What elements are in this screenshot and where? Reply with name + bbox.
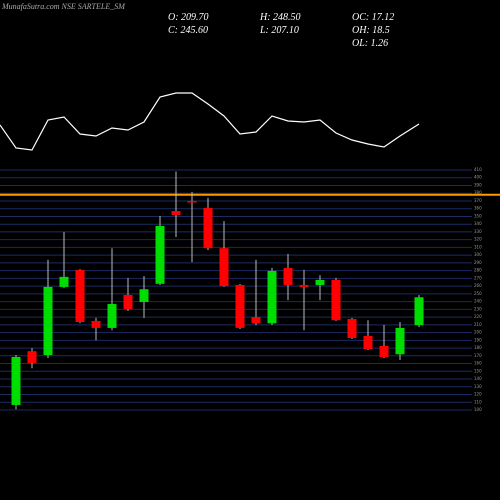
y-tick-label: 280 xyxy=(474,268,482,273)
candle-body xyxy=(123,294,133,309)
y-tick-label: 390 xyxy=(474,182,482,187)
y-tick-label: 330 xyxy=(474,229,482,234)
y-tick-label: 410 xyxy=(474,167,482,172)
candle-body xyxy=(235,284,245,328)
y-tick-label: 260 xyxy=(474,283,482,288)
candle-body xyxy=(363,335,373,349)
candle-body xyxy=(315,279,325,285)
candle-body xyxy=(171,211,181,215)
y-tick-label: 350 xyxy=(474,213,482,218)
y-tick-label: 400 xyxy=(474,175,482,180)
y-tick-label: 270 xyxy=(474,275,482,280)
y-tick-label: 180 xyxy=(474,345,482,350)
info-label: OL: 1.26 xyxy=(352,38,388,49)
info-label: H: 248.50 xyxy=(259,12,301,23)
y-tick-label: 340 xyxy=(474,221,482,226)
candle-body xyxy=(379,345,389,357)
info-label: OH: 18.5 xyxy=(352,25,390,36)
y-tick-label: 290 xyxy=(474,260,482,265)
candle-body xyxy=(155,225,165,284)
candle-body xyxy=(203,207,213,249)
candle-body xyxy=(299,284,309,287)
y-tick-label: 100 xyxy=(474,407,482,412)
info-label: L: 207.10 xyxy=(259,25,299,36)
candle-body xyxy=(395,327,405,355)
candle-body xyxy=(187,200,197,203)
y-tick-label: 220 xyxy=(474,314,482,319)
y-tick-label: 320 xyxy=(474,237,482,242)
candle-body xyxy=(11,356,21,405)
y-tick-label: 360 xyxy=(474,206,482,211)
candle-body xyxy=(107,303,117,328)
candle-body xyxy=(91,320,101,328)
candle-body xyxy=(283,267,293,285)
candle-body xyxy=(139,289,149,302)
candle-body xyxy=(43,286,53,356)
y-tick-label: 240 xyxy=(474,299,482,304)
y-tick-label: 210 xyxy=(474,322,482,327)
y-tick-label: 150 xyxy=(474,368,482,373)
y-tick-label: 170 xyxy=(474,353,482,358)
candle-body xyxy=(267,270,277,324)
candle-body xyxy=(251,317,261,324)
y-tick-label: 250 xyxy=(474,291,482,296)
y-tick-label: 200 xyxy=(474,330,482,335)
candle-body xyxy=(27,351,37,364)
y-tick-label: 110 xyxy=(474,399,482,404)
y-tick-label: 130 xyxy=(474,384,482,389)
y-tick-label: 190 xyxy=(474,337,482,342)
candle-body xyxy=(347,318,357,338)
y-tick-label: 160 xyxy=(474,361,482,366)
candle-body xyxy=(414,297,424,326)
indicator-line xyxy=(0,92,420,151)
y-tick-label: 300 xyxy=(474,252,482,257)
y-tick-label: 380 xyxy=(474,190,482,195)
y-tick-label: 140 xyxy=(474,376,482,381)
info-label: C: 245.60 xyxy=(168,25,208,36)
info-label: OC: 17.12 xyxy=(352,12,394,23)
y-tick-label: 370 xyxy=(474,198,482,203)
info-label: O: 209.70 xyxy=(168,12,209,23)
candle-body xyxy=(59,276,69,287)
candle-body xyxy=(75,269,85,322)
y-tick-label: 310 xyxy=(474,244,482,249)
candle-body xyxy=(331,279,341,321)
y-tick-label: 120 xyxy=(474,392,482,397)
y-tick-label: 230 xyxy=(474,306,482,311)
chart-title: MunafaSutra.com NSE SARTELE_SM xyxy=(1,2,126,11)
candle-body xyxy=(219,248,229,287)
